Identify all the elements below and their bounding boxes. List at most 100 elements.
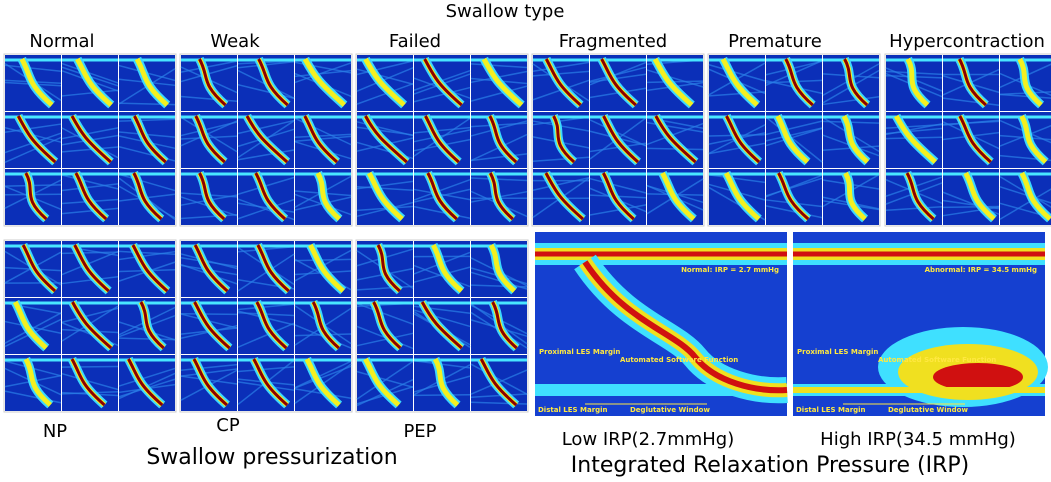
irp-annotation: Abnormal: IRP = 34.5 mmHg: [925, 266, 1037, 274]
tile-stripe: [589, 119, 647, 147]
tile-stripe: [356, 303, 414, 325]
tile-stripe: [765, 127, 823, 142]
tile-stripe: [885, 123, 943, 129]
panel-label: Normal: [29, 31, 94, 52]
tile-stripe: [118, 250, 176, 261]
tile-stripe: [294, 135, 352, 143]
tile-stripe: [61, 207, 119, 215]
tile-stripe: [356, 67, 414, 92]
irp-annotation: Deglutative Window: [630, 406, 710, 414]
tile-wave: [905, 172, 935, 221]
tile-wave: [16, 115, 57, 164]
tile-stripe: [413, 178, 471, 201]
tile-stripe: [942, 206, 1000, 217]
tile-wave: [432, 357, 460, 407]
tile-stripe: [356, 60, 414, 76]
tile-stripe: [413, 129, 471, 143]
tile-wave: [192, 358, 228, 407]
tile-stripe: [942, 120, 1000, 126]
panel-label: NP: [43, 421, 67, 442]
panel-label: Fragmented: [559, 31, 667, 52]
panel-label: Weak: [210, 31, 260, 52]
tile-stripe: [413, 188, 471, 201]
tile-stripe: [61, 276, 119, 285]
tile-stripe: [294, 258, 352, 262]
tile-stripe: [470, 122, 528, 128]
tile-stripe: [180, 368, 238, 377]
tile-stripe: [356, 332, 414, 347]
tile-wave: [544, 172, 584, 221]
tile-wave: [958, 115, 992, 164]
tile-wave: [193, 244, 229, 293]
tile-stripe: [532, 156, 590, 162]
tile-wave: [315, 171, 342, 221]
tile-stripe: [356, 180, 414, 190]
tile-stripe: [356, 285, 414, 291]
tile-wave: [720, 57, 759, 107]
panel-label: PEP: [403, 421, 436, 442]
tile-stripe: [646, 80, 704, 84]
tile-stripe: [356, 360, 414, 400]
tile-wave: [12, 300, 48, 350]
tile-stripe: [356, 126, 414, 136]
tile-wave: [19, 57, 54, 107]
irp-annotation: Automated Software Function: [878, 356, 996, 364]
tile-stripe: [118, 367, 176, 387]
tile-stripe: [589, 66, 647, 83]
tile-stripe: [118, 173, 176, 192]
tile-stripe: [180, 60, 238, 73]
tile-wave: [255, 301, 288, 350]
tile-wave: [481, 57, 524, 107]
irp-annotation: Normal: IRP = 2.7 mmHg: [681, 266, 779, 274]
tile-stripe: [61, 146, 119, 153]
tile-wave: [660, 171, 696, 221]
section-title: Integrated Relaxation Pressure (IRP): [571, 453, 969, 478]
section-title: Swallow type: [446, 1, 565, 22]
tile-stripe: [237, 83, 295, 99]
tile-stripe: [61, 62, 119, 84]
tile-wave: [420, 301, 463, 350]
tile-stripe: [180, 256, 238, 268]
tile-stripe: [61, 251, 119, 255]
tile-wave: [308, 243, 345, 293]
tile-wave: [488, 172, 514, 221]
panel-label: Premature: [728, 31, 822, 52]
tile-stripe: [61, 250, 119, 276]
tile-stripe: [4, 136, 62, 164]
tile-stripe: [470, 177, 528, 182]
tile-wave: [74, 172, 108, 221]
tile-wave: [376, 244, 401, 293]
tile-stripe: [180, 95, 238, 102]
tile-stripe: [294, 69, 352, 78]
tile-stripe: [237, 245, 295, 253]
tile-wave: [256, 244, 290, 293]
tile-wave: [303, 115, 339, 164]
tile-wave: [894, 114, 937, 164]
tile-stripe: [470, 153, 528, 162]
tile-stripe: [589, 177, 647, 194]
tile-stripe: [237, 303, 295, 311]
tile-wave: [652, 57, 694, 107]
tile-stripe: [470, 284, 528, 288]
tile-wave: [843, 171, 867, 221]
tile-stripe: [180, 214, 238, 220]
irp-blob: [933, 363, 1023, 391]
tile-stripe: [885, 206, 943, 212]
tile-wave: [198, 58, 227, 107]
tile-stripe: [822, 95, 880, 106]
tile-wave: [363, 57, 406, 107]
tile-wave: [602, 172, 635, 221]
tile-stripe: [61, 307, 119, 324]
tile-wave: [302, 57, 347, 107]
tile-wave: [198, 172, 226, 221]
tile-wave: [304, 357, 341, 407]
tile-wave: [254, 172, 287, 221]
tile-wave: [364, 115, 408, 164]
tile-stripe: [4, 123, 62, 133]
tile-stripe: [61, 183, 119, 192]
tile-stripe: [708, 64, 766, 82]
tile-stripe: [413, 126, 471, 134]
tile-stripe: [61, 365, 119, 368]
tile-stripe: [118, 337, 176, 341]
